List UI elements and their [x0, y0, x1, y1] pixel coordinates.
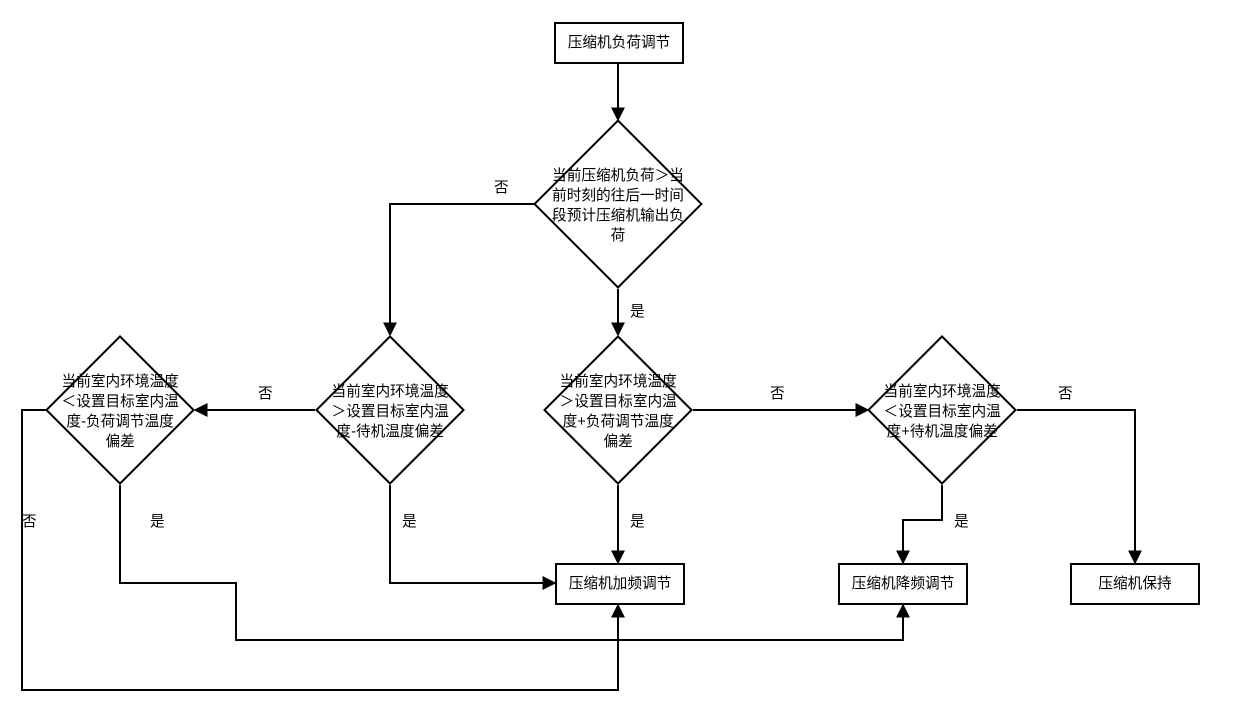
- node-d2-left: 当前室内环境温度＞设置目标室内温度-待机温度偏差: [315, 335, 465, 485]
- edge-label-d3left-yes-to-outdown: 是: [150, 510, 165, 531]
- edge-label-d3right-no-to-outhold: 否: [1058, 382, 1073, 403]
- edge-label-d2right-no-to-d3right: 否: [770, 382, 785, 403]
- node-out-up-text: 压缩机加频调节: [569, 574, 672, 595]
- node-out-up: 压缩机加频调节: [555, 563, 685, 605]
- edge-d2left-yes-to-outup: [390, 485, 555, 583]
- edge-label-d3left-no-to-outup: 否: [22, 510, 37, 531]
- edge-d3left-yes-to-outdown: [120, 485, 903, 640]
- node-out-down: 压缩机降频调节: [838, 563, 968, 605]
- node-out-down-text: 压缩机降频调节: [852, 574, 955, 595]
- edge-label-d2right-yes-to-outup: 是: [630, 510, 645, 531]
- node-d3-left: 当前室内环境温度＜设置目标室内温度-负荷调节温度偏差: [45, 335, 195, 485]
- edge-label-d3right-yes-to-outdown: 是: [954, 510, 969, 531]
- node-out-hold-text: 压缩机保持: [1098, 574, 1171, 595]
- node-d3-left-text: 当前室内环境温度＜设置目标室内温度-负荷调节温度偏差: [60, 373, 181, 452]
- node-start: 压缩机负荷调节: [554, 22, 684, 64]
- node-d1: 当前压缩机负荷＞当前时刻的往后一时间段预计压缩机输出负荷: [533, 119, 703, 289]
- node-d2-right-text: 当前室内环境温度＞设置目标室内温度+负荷调节温度偏差: [558, 373, 679, 452]
- node-d3-right: 当前室内环境温度＜设置目标室内温度+待机温度偏差: [867, 335, 1017, 485]
- edge-label-d2left-no-to-d3left: 否: [258, 382, 273, 403]
- edge-d3right-yes-to-outdown: [903, 485, 942, 563]
- node-d2-right: 当前室内环境温度＞设置目标室内温度+负荷调节温度偏差: [543, 335, 693, 485]
- edge-label-d1-no-to-d2left: 否: [494, 176, 509, 197]
- edge-label-d1-yes-to-d2right: 是: [630, 300, 645, 321]
- node-out-hold: 压缩机保持: [1070, 563, 1200, 605]
- node-d2-left-text: 当前室内环境温度＞设置目标室内温度-待机温度偏差: [330, 383, 451, 442]
- edge-d3right-no-to-outhold: [1017, 410, 1135, 563]
- edge-d1-no-to-d2left: [390, 204, 534, 335]
- node-start-text: 压缩机负荷调节: [568, 33, 671, 54]
- node-d1-text: 当前压缩机负荷＞当前时刻的往后一时间段预计压缩机输出负荷: [549, 167, 687, 246]
- edge-label-d2left-yes-to-outup: 是: [402, 510, 417, 531]
- node-d3-right-text: 当前室内环境温度＜设置目标室内温度+待机温度偏差: [882, 383, 1003, 442]
